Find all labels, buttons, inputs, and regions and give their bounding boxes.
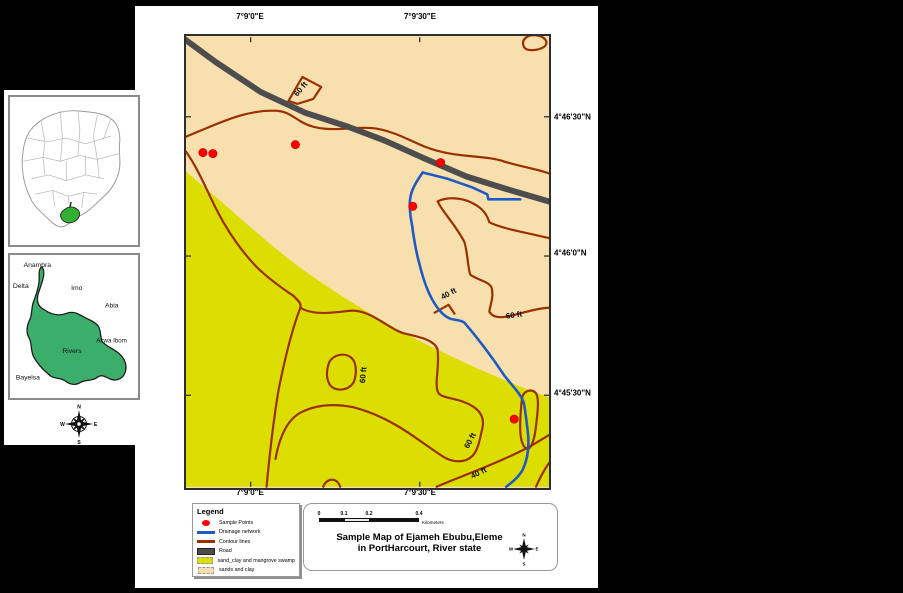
nigeria-inset-map xyxy=(8,95,140,247)
sample-point xyxy=(290,140,300,150)
north-arrow-icon: N S E W xyxy=(509,533,539,567)
contour-line xyxy=(186,109,549,175)
road-line xyxy=(186,36,549,205)
compass-e-label: E xyxy=(535,547,538,552)
contour-label: 60 ft xyxy=(358,366,368,383)
road-icon xyxy=(197,547,215,555)
legend-item-contours: Contour lines xyxy=(197,537,295,547)
region-label-rivers: Rivers xyxy=(62,348,82,355)
state-boundaries xyxy=(23,110,120,212)
region-label-delta: Delta xyxy=(13,283,29,290)
contour-label: 60 ft xyxy=(505,309,523,320)
main-map-canvas: 60 ft 40 ft 60 ft 60 ft 60 ft 40 ft xyxy=(186,36,549,488)
map-info-box: 0 0.1 0.2 0.4 Kilometers Sample Map of E… xyxy=(303,503,558,571)
compass-w-label: W xyxy=(509,547,514,552)
rivers-map-canvas: Anambra Delta Imo Abia Akwa Ibom Rivers … xyxy=(13,262,127,385)
scale-bar: 0 0.1 0.2 0.4 Kilometers xyxy=(317,511,459,527)
legend-title: Legend xyxy=(197,507,224,516)
sample-point xyxy=(509,414,519,424)
legend-item-sample-points: Sample Points xyxy=(197,518,295,528)
sample-point-icon xyxy=(197,519,215,526)
contour-line xyxy=(325,353,357,391)
sample-point xyxy=(208,149,218,159)
region-label-imo: Imo xyxy=(71,285,83,292)
compass-s-label: S xyxy=(522,562,525,567)
drainage-line-icon xyxy=(197,530,215,534)
scale-tick: 0 xyxy=(317,511,321,517)
legend-item-label: Drainage network xyxy=(219,529,261,536)
nigeria-outline xyxy=(21,110,121,228)
compass-n-label: N xyxy=(522,533,525,538)
inset-panel: Anambra Delta Imo Abia Akwa Ibom Rivers … xyxy=(4,90,145,445)
rivers-state-shape xyxy=(26,266,127,385)
nigeria-map-canvas xyxy=(21,110,121,228)
compass-e-label: E xyxy=(94,422,98,428)
legend-item-label: Contour lines xyxy=(219,538,251,545)
legend-item-road: Road xyxy=(197,547,295,557)
sample-point xyxy=(408,201,418,211)
highlight-notch xyxy=(69,201,72,208)
contour-line-icon xyxy=(197,540,215,544)
map-title: Sample Map of Ejameh Ebubu,Eleme in Port… xyxy=(312,532,527,554)
region-label-akwa-ibom: Akwa Ibom xyxy=(96,338,127,345)
grid-label-right-1: 4°46'30"N xyxy=(554,112,591,122)
scale-tick: 0.1 xyxy=(340,511,348,517)
contour-line xyxy=(435,433,549,488)
grid-label-top-left: 7°9'0"E xyxy=(236,12,264,21)
rivers-inset-map: Anambra Delta Imo Abia Akwa Ibom Rivers … xyxy=(8,253,140,400)
contour-line xyxy=(274,306,485,463)
legend-item-label: Road xyxy=(219,548,232,555)
legend-item-label: sands and clay xyxy=(219,567,255,574)
grid-label-bottom-right: 7°9'30"E xyxy=(403,488,437,497)
region-label-abia: Abia xyxy=(105,303,119,310)
compass-n-label: N xyxy=(77,405,81,411)
legend-item-label: Sample Points xyxy=(219,519,254,526)
contour-line xyxy=(436,197,549,319)
compass-s-label: S xyxy=(77,440,81,445)
scale-tick: 0.2 xyxy=(365,511,373,517)
scale-bar-segments xyxy=(319,518,419,522)
scale-tick: 0.4 xyxy=(415,511,423,517)
contour-lines xyxy=(186,36,549,488)
grid-label-top-right: 7°9'30"E xyxy=(403,12,437,21)
drainage-network xyxy=(408,171,530,488)
region-label-bayelsa: Bayelsa xyxy=(16,374,40,381)
legend-item-label: sand_clay and mangrove swamp xyxy=(217,557,295,564)
contour-line xyxy=(534,461,549,488)
legend-box: Legend Sample Points Drainage network Co… xyxy=(192,503,300,577)
sample-point xyxy=(436,158,446,168)
map-title-line1: Sample Map of Ejameh Ebubu,Eleme xyxy=(336,532,503,543)
contour-line xyxy=(322,478,342,488)
grid-label-right-3: 4°45'30"N xyxy=(554,388,591,398)
main-map-frame: 60 ft 40 ft 60 ft 60 ft 60 ft 40 ft xyxy=(184,34,551,490)
sample-point xyxy=(198,148,208,158)
sands-clay-patch-icon xyxy=(197,566,215,574)
swamp-patch-icon xyxy=(197,557,214,565)
region-label-anambra: Anambra xyxy=(24,262,52,269)
rivers-state-highlight xyxy=(60,206,81,224)
legend-item-swamp: sand_clay and mangrove swamp xyxy=(197,556,295,566)
contour-line xyxy=(522,36,548,52)
legend-item-drainage: Drainage network xyxy=(197,528,295,538)
sample-points xyxy=(198,140,519,424)
region-labels: Anambra Delta Imo Abia Akwa Ibom Rivers … xyxy=(13,262,127,381)
contour-line xyxy=(287,75,323,105)
grid-ticks xyxy=(186,37,549,487)
drainage-line xyxy=(408,171,530,488)
map-title-line2: in PortHarcourt, River state xyxy=(357,543,482,554)
scale-unit-label: Kilometers xyxy=(422,520,444,525)
legend-item-sands-clay: sands and clay xyxy=(197,566,295,576)
drainage-line xyxy=(421,171,522,201)
compass-rose-icon: N S E W xyxy=(60,405,98,446)
grid-label-bottom-left: 7°9'0"E xyxy=(236,488,264,497)
map-document: 7°9'0"E 7°9'30"E 7°9'0"E 7°9'30"E 4°46'3… xyxy=(135,6,598,588)
contour-line xyxy=(519,389,540,451)
contour-line xyxy=(186,150,302,488)
compass-w-label: W xyxy=(60,422,65,428)
grid-label-right-2: 4°46'0"N xyxy=(554,248,587,258)
